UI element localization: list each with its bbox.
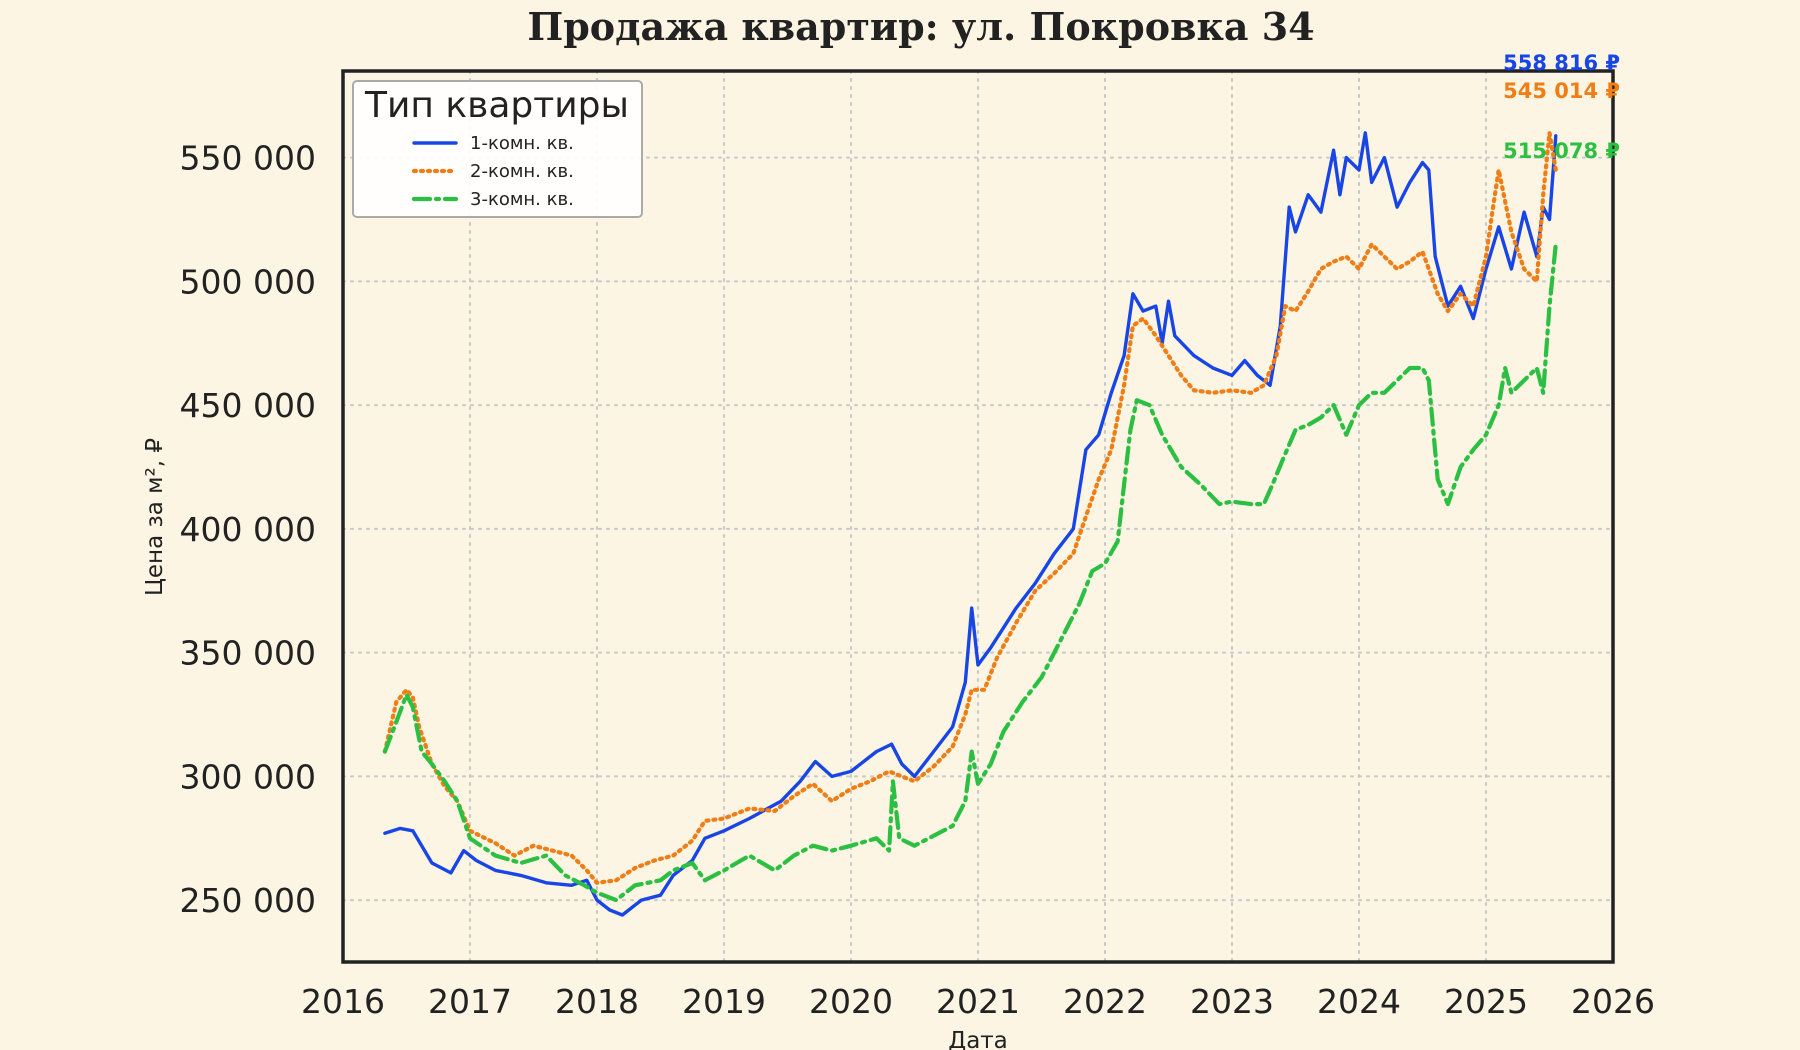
end-value-label-2: 545 014 ₽ <box>1503 79 1620 103</box>
legend: Тип квартиры 1-комн. кв. 2-комн. кв. 3-ком… <box>352 80 643 218</box>
legend-label-1: 1-комн. кв. <box>470 133 574 154</box>
axis-ticks: 2016 2017 2018 2019 2020 2021 2022 2023 2024 2025… <box>180 139 1655 1021</box>
y-tick-label: 450 000 <box>180 386 316 425</box>
x-tick-label: 2025 <box>1444 982 1528 1021</box>
y-tick-label: 400 000 <box>180 510 316 549</box>
series-line-3 <box>382 242 1558 903</box>
series-line-2 <box>382 130 1558 885</box>
x-tick-label: 2026 <box>1571 982 1655 1021</box>
x-tick-label: 2020 <box>809 982 893 1021</box>
y-tick-label: 550 000 <box>180 139 316 178</box>
end-value-label-1: 558 816 ₽ <box>1503 51 1620 75</box>
chart-title: Продажа квартир: ул. Покровка 34 <box>527 4 1314 49</box>
y-tick-label: 250 000 <box>180 881 316 920</box>
x-tick-label: 2023 <box>1190 982 1274 1021</box>
y-tick-label: 500 000 <box>180 262 316 301</box>
legend-label-2: 2-комн. кв. <box>470 161 574 182</box>
x-axis-label: Дата <box>948 1028 1008 1050</box>
x-tick-label: 2022 <box>1063 982 1147 1021</box>
end-labels: 558 816 ₽ 545 014 ₽ 515 078 ₽ <box>1503 51 1620 163</box>
legend-label-3: 3-комн. кв. <box>470 189 574 210</box>
series-lines <box>382 130 1558 917</box>
plot-area-frame <box>341 69 1615 964</box>
legend-items: 1-комн. кв. 2-комн. кв. 3-комн. кв. <box>411 133 574 210</box>
x-tick-label: 2021 <box>936 982 1020 1021</box>
x-tick-label: 2017 <box>428 982 512 1021</box>
end-value-label-3: 515 078 ₽ <box>1503 139 1620 163</box>
x-tick-label: 2016 <box>301 982 385 1021</box>
y-axis-label: Цена за м², ₽ <box>142 438 168 596</box>
x-tick-label: 2019 <box>682 982 766 1021</box>
legend-title: Тип квартиры <box>364 85 629 126</box>
legend-box <box>352 80 643 218</box>
y-tick-label: 300 000 <box>180 757 316 796</box>
y-tick-label: 350 000 <box>180 634 316 673</box>
x-tick-label: 2018 <box>555 982 639 1021</box>
series-line-1 <box>383 131 1558 917</box>
x-tick-label: 2024 <box>1317 982 1401 1021</box>
